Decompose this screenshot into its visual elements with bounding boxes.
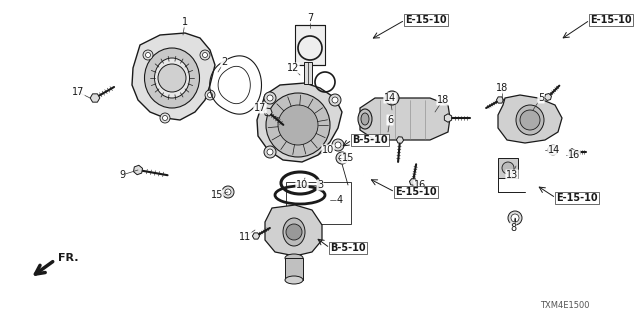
Circle shape <box>264 92 276 104</box>
Text: B-5-10: B-5-10 <box>330 243 365 253</box>
Polygon shape <box>264 108 272 116</box>
Text: 15: 15 <box>342 153 354 163</box>
Text: 13: 13 <box>506 170 518 180</box>
Text: 10: 10 <box>296 180 308 190</box>
Ellipse shape <box>285 276 303 284</box>
Polygon shape <box>444 114 452 122</box>
Circle shape <box>329 94 341 106</box>
Circle shape <box>381 121 395 135</box>
Circle shape <box>145 52 150 58</box>
Ellipse shape <box>361 113 369 125</box>
Text: 11: 11 <box>239 232 251 242</box>
Text: 4: 4 <box>337 195 343 205</box>
Bar <box>285 258 303 280</box>
Circle shape <box>264 146 276 158</box>
Circle shape <box>225 189 231 195</box>
Circle shape <box>207 92 212 98</box>
Text: B-5-10: B-5-10 <box>352 135 388 145</box>
Ellipse shape <box>285 254 303 262</box>
Circle shape <box>339 155 345 161</box>
Text: 14: 14 <box>384 93 396 103</box>
Bar <box>295 25 325 65</box>
Polygon shape <box>90 94 100 102</box>
Circle shape <box>335 142 341 148</box>
Ellipse shape <box>283 218 305 246</box>
Circle shape <box>502 162 514 174</box>
Circle shape <box>385 91 399 105</box>
Bar <box>304 62 312 84</box>
Circle shape <box>202 52 207 58</box>
Text: 3: 3 <box>317 180 323 190</box>
Text: 10: 10 <box>322 145 334 155</box>
Circle shape <box>200 50 210 60</box>
Ellipse shape <box>145 48 200 108</box>
Circle shape <box>266 93 330 157</box>
Circle shape <box>163 116 168 121</box>
Text: 2: 2 <box>221 57 227 67</box>
Bar <box>498 158 518 178</box>
Polygon shape <box>252 233 260 239</box>
Circle shape <box>336 152 348 164</box>
Text: 15: 15 <box>211 190 223 200</box>
Ellipse shape <box>516 105 544 135</box>
Text: 14: 14 <box>548 145 560 155</box>
Circle shape <box>286 224 302 240</box>
Text: 16: 16 <box>568 150 580 160</box>
Circle shape <box>385 125 391 131</box>
Polygon shape <box>498 95 562 143</box>
Text: 18: 18 <box>496 83 508 93</box>
Circle shape <box>332 97 338 103</box>
Text: 18: 18 <box>437 95 449 105</box>
Text: 5: 5 <box>538 93 544 103</box>
Circle shape <box>267 149 273 155</box>
Text: FR.: FR. <box>58 253 79 263</box>
Text: E-15-10: E-15-10 <box>395 187 436 197</box>
Polygon shape <box>396 137 404 143</box>
Polygon shape <box>569 148 575 156</box>
Polygon shape <box>497 97 504 103</box>
Polygon shape <box>265 205 322 256</box>
Ellipse shape <box>154 58 189 98</box>
Circle shape <box>511 214 519 222</box>
Polygon shape <box>134 165 143 175</box>
Circle shape <box>267 95 273 101</box>
Text: TXM4E1500: TXM4E1500 <box>541 301 590 310</box>
Ellipse shape <box>358 109 372 129</box>
Text: 8: 8 <box>510 223 516 233</box>
Text: E-15-10: E-15-10 <box>590 15 632 25</box>
Polygon shape <box>257 83 342 162</box>
Circle shape <box>508 211 522 225</box>
Polygon shape <box>132 33 215 120</box>
Text: E-15-10: E-15-10 <box>405 15 447 25</box>
Text: 12: 12 <box>287 63 299 73</box>
Text: 16: 16 <box>414 180 426 190</box>
Circle shape <box>520 110 540 130</box>
Circle shape <box>222 186 234 198</box>
Circle shape <box>158 64 186 92</box>
Circle shape <box>205 90 215 100</box>
Text: 1: 1 <box>182 17 188 27</box>
Text: 6: 6 <box>387 115 393 125</box>
Circle shape <box>278 105 318 145</box>
Circle shape <box>160 113 170 123</box>
Circle shape <box>332 139 344 151</box>
Text: 7: 7 <box>307 13 313 23</box>
Text: 9: 9 <box>119 170 125 180</box>
Circle shape <box>143 50 153 60</box>
Text: E-15-10: E-15-10 <box>556 193 598 203</box>
Bar <box>286 182 351 224</box>
Polygon shape <box>545 93 552 100</box>
Text: 17: 17 <box>72 87 84 97</box>
Polygon shape <box>410 179 417 185</box>
Circle shape <box>548 145 558 155</box>
Polygon shape <box>360 98 450 140</box>
Text: 17: 17 <box>254 103 266 113</box>
Polygon shape <box>218 66 250 104</box>
